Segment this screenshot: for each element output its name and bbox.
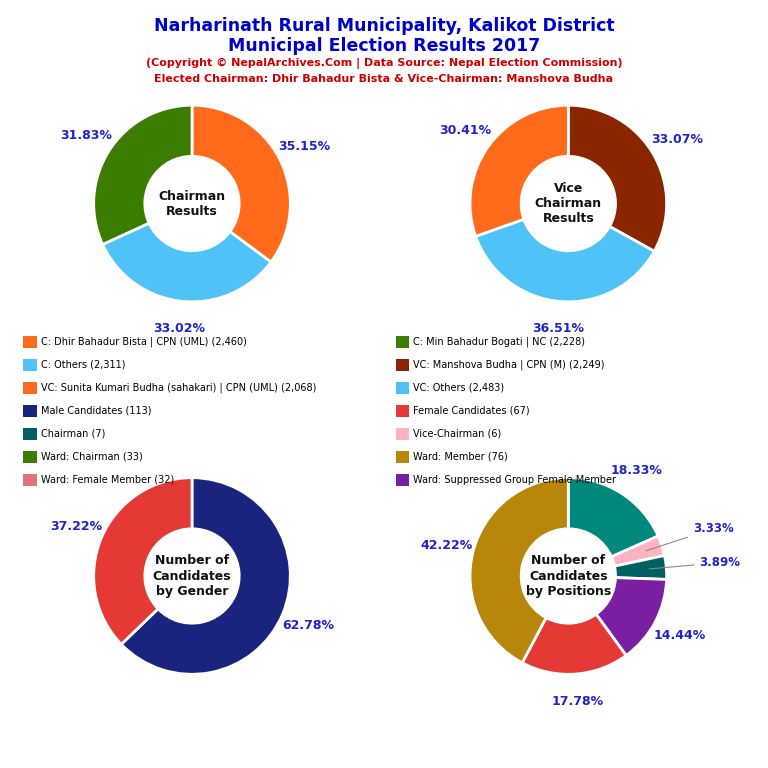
Text: Number of
Candidates
by Positions: Number of Candidates by Positions	[525, 554, 611, 598]
Text: Number of
Candidates
by Gender: Number of Candidates by Gender	[153, 554, 231, 598]
Text: Ward: Chairman (33): Ward: Chairman (33)	[41, 452, 143, 462]
Text: 33.02%: 33.02%	[153, 322, 205, 335]
Wedge shape	[614, 555, 667, 579]
Wedge shape	[470, 105, 568, 237]
Wedge shape	[192, 105, 290, 262]
Text: Municipal Election Results 2017: Municipal Election Results 2017	[228, 37, 540, 55]
Text: 37.22%: 37.22%	[50, 521, 102, 533]
Text: Elected Chairman: Dhir Bahadur Bista & Vice-Chairman: Manshova Budha: Elected Chairman: Dhir Bahadur Bista & V…	[154, 74, 614, 84]
Wedge shape	[94, 105, 192, 244]
Text: Male Candidates (113): Male Candidates (113)	[41, 406, 152, 416]
Text: 42.22%: 42.22%	[420, 539, 472, 552]
Text: 3.89%: 3.89%	[650, 556, 740, 569]
Text: C: Min Bahadur Bogati | NC (2,228): C: Min Bahadur Bogati | NC (2,228)	[413, 336, 585, 347]
Text: Ward: Female Member (32): Ward: Female Member (32)	[41, 475, 175, 485]
Text: 18.33%: 18.33%	[611, 464, 663, 477]
Text: Vice-Chairman (6): Vice-Chairman (6)	[413, 429, 502, 439]
Text: 33.07%: 33.07%	[650, 133, 703, 146]
Wedge shape	[475, 219, 654, 302]
Wedge shape	[611, 536, 664, 566]
Text: Narharinath Rural Municipality, Kalikot District: Narharinath Rural Municipality, Kalikot …	[154, 17, 614, 35]
Wedge shape	[596, 578, 667, 656]
Text: Chairman (7): Chairman (7)	[41, 429, 106, 439]
Text: 31.83%: 31.83%	[60, 129, 112, 142]
Text: 30.41%: 30.41%	[439, 124, 492, 137]
Text: Chairman
Results: Chairman Results	[158, 190, 226, 217]
Text: Female Candidates (67): Female Candidates (67)	[413, 406, 530, 416]
Text: 3.33%: 3.33%	[646, 522, 733, 551]
Text: VC: Sunita Kumari Budha (sahakari) | CPN (UML) (2,068): VC: Sunita Kumari Budha (sahakari) | CPN…	[41, 382, 317, 393]
Text: VC: Others (2,483): VC: Others (2,483)	[413, 382, 505, 393]
Text: (Copyright © NepalArchives.Com | Data Source: Nepal Election Commission): (Copyright © NepalArchives.Com | Data So…	[146, 58, 622, 69]
Text: Ward: Member (76): Ward: Member (76)	[413, 452, 508, 462]
Text: VC: Manshova Budha | CPN (M) (2,249): VC: Manshova Budha | CPN (M) (2,249)	[413, 359, 604, 370]
Wedge shape	[522, 614, 626, 674]
Text: C: Dhir Bahadur Bista | CPN (UML) (2,460): C: Dhir Bahadur Bista | CPN (UML) (2,460…	[41, 336, 247, 347]
Text: 14.44%: 14.44%	[654, 628, 706, 641]
Wedge shape	[94, 478, 192, 644]
Text: 17.78%: 17.78%	[551, 695, 603, 708]
Wedge shape	[470, 478, 568, 663]
Wedge shape	[121, 478, 290, 674]
Text: 36.51%: 36.51%	[531, 323, 584, 336]
Wedge shape	[568, 478, 658, 557]
Wedge shape	[103, 223, 271, 302]
Wedge shape	[568, 105, 667, 251]
Text: 35.15%: 35.15%	[278, 141, 330, 154]
Text: Ward: Suppressed Group Female Member: Ward: Suppressed Group Female Member	[413, 475, 616, 485]
Text: 62.78%: 62.78%	[282, 619, 334, 631]
Text: Vice
Chairman
Results: Vice Chairman Results	[535, 182, 602, 225]
Text: C: Others (2,311): C: Others (2,311)	[41, 359, 126, 370]
